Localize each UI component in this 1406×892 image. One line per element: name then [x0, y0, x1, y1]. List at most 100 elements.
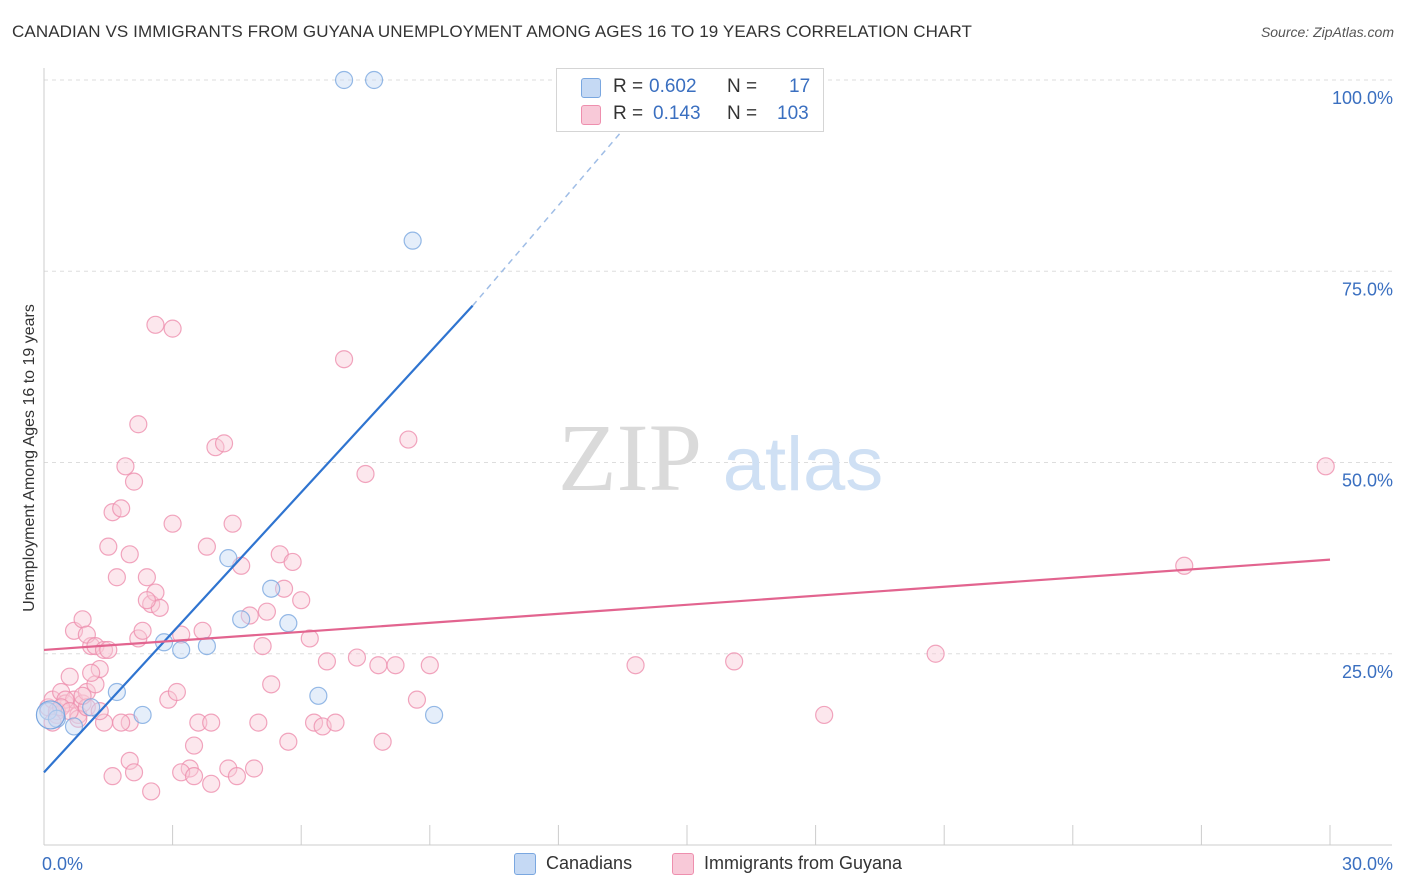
- point-canadians: [334, 70, 354, 90]
- point-guyana: [112, 499, 131, 518]
- point-canadians: [279, 614, 298, 633]
- trend-line-guyana: [43, 558, 1331, 652]
- point-guyana: [326, 713, 345, 732]
- point-guyana: [304, 713, 324, 732]
- legend-swatch-canadians: [581, 78, 601, 98]
- point-guyana: [279, 732, 298, 751]
- point-canadians: [364, 70, 384, 90]
- point-guyana: [184, 736, 204, 755]
- point-guyana: [124, 472, 144, 491]
- point-canadians: [424, 705, 444, 725]
- point-canadians: [219, 549, 238, 568]
- grid-lines: [44, 79, 1392, 655]
- legend-swatch-guyana: [581, 105, 601, 125]
- point-guyana: [257, 602, 277, 621]
- point-guyana: [167, 682, 186, 702]
- legend-n-label: N =: [727, 103, 758, 124]
- point-canadians: [403, 231, 422, 250]
- point-guyana: [193, 621, 212, 640]
- x-tick-label-max: 30.0%: [1342, 854, 1393, 874]
- point-guyana: [120, 545, 139, 564]
- point-guyana: [133, 621, 152, 640]
- point-guyana: [815, 705, 834, 725]
- x-tick-label-min: 0.0%: [42, 854, 83, 874]
- point-guyana: [184, 767, 204, 786]
- point-guyana: [112, 713, 131, 732]
- point-guyana: [137, 591, 156, 610]
- point-guyana: [334, 350, 354, 369]
- point-canadians: [172, 640, 191, 660]
- point-guyana: [626, 656, 645, 675]
- point-guyana: [369, 656, 388, 675]
- legend-n-value: 17: [789, 76, 811, 97]
- point-guyana: [725, 652, 744, 671]
- point-canadians: [133, 705, 152, 725]
- point-guyana: [244, 759, 264, 778]
- point-guyana: [73, 610, 92, 629]
- watermark-zip: ZIP: [558, 404, 702, 511]
- point-canadians: [309, 686, 328, 705]
- point-guyana: [386, 656, 405, 675]
- legend-swatch-canadians: [514, 853, 536, 875]
- point-guyana: [283, 552, 302, 572]
- point-guyana: [107, 568, 126, 587]
- y-tick-label: 50.0%: [1342, 471, 1393, 491]
- tick-labels: 25.0% 50.0% 75.0% 100.0% 0.0% 30.0%: [42, 88, 1393, 874]
- point-guyana: [163, 514, 182, 533]
- point-guyana: [926, 644, 945, 663]
- point-guyana: [399, 430, 418, 449]
- legend-r-label: R =: [613, 103, 644, 124]
- point-guyana: [274, 579, 294, 598]
- legend-label-canadians: Canadians: [546, 853, 633, 873]
- point-guyana: [292, 591, 311, 610]
- point-guyana: [206, 438, 225, 457]
- point-guyana: [103, 503, 122, 522]
- y-tick-label: 75.0%: [1342, 279, 1393, 299]
- point-guyana: [373, 732, 392, 751]
- point-canadians: [262, 579, 281, 598]
- point-guyana: [407, 690, 427, 709]
- watermark: ZIP atlas: [558, 404, 883, 511]
- point-canadians: [82, 698, 101, 717]
- point-guyana: [142, 782, 161, 801]
- legend-r-value: 0.602: [649, 76, 697, 97]
- axes: [43, 68, 1392, 846]
- point-guyana: [103, 767, 122, 786]
- point-guyana: [262, 675, 281, 694]
- point-guyana: [129, 415, 148, 434]
- y-tick-label: 25.0%: [1342, 662, 1393, 682]
- point-guyana: [189, 713, 208, 732]
- point-guyana: [227, 767, 246, 786]
- trend-line-canadians: [43, 304, 474, 774]
- point-guyana: [317, 652, 337, 671]
- point-guyana: [1175, 556, 1194, 575]
- point-guyana: [90, 659, 109, 679]
- point-guyana: [214, 434, 234, 453]
- point-guyana: [120, 751, 139, 770]
- legend-label-guyana: Immigrants from Guyana: [704, 853, 903, 873]
- point-guyana: [240, 606, 259, 625]
- point-guyana: [253, 636, 272, 656]
- point-guyana: [146, 315, 165, 334]
- chart-title: CANADIAN VS IMMIGRANTS FROM GUYANA UNEMP…: [12, 22, 973, 41]
- point-guyana: [172, 625, 191, 644]
- point-guyana: [99, 537, 118, 556]
- point-guyana: [163, 319, 182, 338]
- legend-r-value: 0.143: [653, 103, 701, 124]
- watermark-atlas: atlas: [723, 422, 884, 507]
- point-guyana: [137, 568, 156, 587]
- legend-r-label: R =: [613, 76, 644, 97]
- point-guyana: [223, 514, 242, 533]
- point-canadians: [232, 610, 251, 629]
- point-guyana: [1316, 457, 1335, 476]
- source-label: Source: ZipAtlas.com: [1260, 24, 1394, 40]
- point-canadians: [64, 717, 84, 736]
- point-canadians: [197, 636, 216, 656]
- point-guyana: [347, 648, 367, 667]
- point-guyana: [249, 713, 268, 732]
- y-tick-label: 100.0%: [1332, 88, 1393, 108]
- legend-n-value: 103: [777, 103, 809, 124]
- point-guyana: [202, 774, 221, 793]
- point-guyana: [197, 537, 216, 556]
